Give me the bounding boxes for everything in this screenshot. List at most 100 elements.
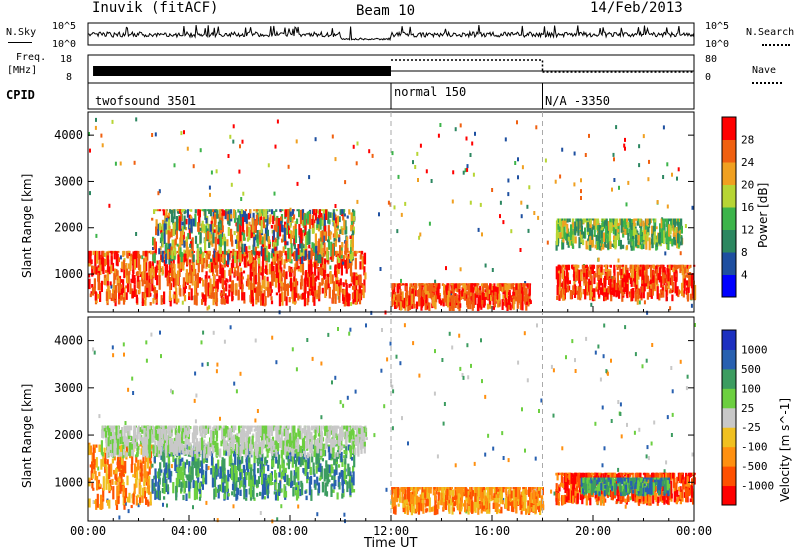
- power-region-0-cell: [215, 259, 218, 273]
- power-region-1-cell: [212, 232, 215, 244]
- velocity-region-1-cell: [343, 468, 346, 480]
- power-region-0-cell: [314, 290, 317, 297]
- power-region-1-cell: [346, 215, 349, 219]
- power-region-2-cell: [411, 302, 414, 309]
- power-region-1-cell: [203, 224, 206, 234]
- velocity-region-0-cell: [135, 478, 138, 488]
- power-region-3-cell: [646, 277, 650, 284]
- power-region-0-cell: [172, 294, 175, 299]
- power-region-2-cell: [480, 283, 483, 287]
- power-region-0-cell: [243, 292, 246, 301]
- velocity-region-0-cell: [93, 459, 96, 467]
- velocity-region-0-cell: [123, 496, 126, 504]
- power-region-1-cell: [270, 253, 273, 259]
- power-region-1-cell: [272, 236, 275, 247]
- power-region-0-cell: [207, 250, 211, 254]
- power-region-1-cell: [320, 241, 323, 252]
- power-region-3-cell: [683, 290, 686, 295]
- velocity-region-1-cell: [281, 457, 284, 469]
- power-region-4-cell: [593, 218, 596, 226]
- velocity-region-1-cell: [321, 481, 324, 493]
- power-region-3-cell: [663, 270, 666, 277]
- power-region-2-cell: [476, 292, 479, 298]
- power-region-0-cell: [267, 284, 270, 298]
- power-region-4-cell: [669, 225, 672, 235]
- power-region-4-cell: [629, 238, 632, 242]
- power-region-1-cell: [169, 209, 172, 214]
- velocity-scatter-cell: [122, 342, 125, 347]
- velocity-region-0-cell: [119, 444, 122, 454]
- velocity-region-1-cell: [211, 474, 214, 488]
- power-region-0-cell: [293, 300, 296, 305]
- power-region-3-cell: [615, 264, 618, 268]
- power-region-3-cell: [660, 289, 663, 298]
- velocity-region-1-cell: [184, 462, 187, 469]
- velocity-region-1-cell: [258, 476, 261, 484]
- velocity-scatter-cell: [610, 358, 612, 363]
- power-region-0-cell: [280, 277, 283, 289]
- power-scatter-cell: [613, 157, 615, 162]
- power-region-0-cell: [293, 267, 296, 277]
- power-region-3-cell: [618, 264, 621, 269]
- velocity-region-1-cell: [261, 492, 264, 500]
- velocity-region-2-cell: [150, 425, 153, 433]
- power-region-1-cell: [167, 230, 170, 244]
- power-region-1-cell: [250, 232, 253, 237]
- power-region-0-cell: [237, 265, 240, 277]
- power-scatter-cell: [430, 179, 433, 183]
- velocity-region-1-cell: [299, 488, 302, 497]
- power-region-3-cell: [639, 269, 642, 277]
- power-region-3-cell: [566, 277, 569, 284]
- power-scatter-cell: [135, 117, 138, 122]
- power-scatter-cell: [400, 278, 402, 283]
- power-region-1-cell: [302, 229, 305, 233]
- power-region-0-cell: [123, 287, 126, 303]
- power-scatter-cell: [230, 182, 233, 187]
- power-scatter-cell: [474, 131, 476, 136]
- power-region-3-cell: [634, 264, 637, 269]
- power-scatter-cell: [491, 268, 494, 272]
- power-region-4-cell: [636, 218, 639, 226]
- power-region-1-cell: [341, 228, 344, 235]
- velocity-region-1-cell: [263, 477, 266, 490]
- power-region-0-cell: [172, 262, 175, 267]
- power-region-2-cell: [472, 292, 475, 306]
- power-region-1-cell: [268, 244, 271, 249]
- power-scatter-cell: [648, 159, 650, 164]
- power-region-0-cell: [176, 270, 180, 285]
- power-region-3-cell: [590, 275, 593, 289]
- velocity-region-1-cell: [233, 482, 236, 497]
- power-region-4-cell: [661, 229, 664, 243]
- power-region-0-cell: [279, 259, 282, 270]
- power-region-2-cell: [411, 293, 414, 304]
- power-region-0-cell: [195, 293, 198, 306]
- power-region-0-cell: [349, 283, 353, 287]
- velocity-scatter-cell: [229, 325, 232, 330]
- power-scatter-cell: [240, 197, 243, 201]
- power-region-1-cell: [298, 209, 301, 218]
- power-region-4-cell: [562, 220, 565, 228]
- power-region-0-cell: [95, 266, 98, 275]
- power-region-0-cell: [319, 267, 322, 276]
- power-region-4-cell: [612, 227, 615, 235]
- velocity-region-0-cell: [135, 495, 138, 506]
- velocity-region-1-cell: [287, 459, 290, 470]
- power-region-0-cell: [225, 283, 228, 292]
- power-region-2-cell: [512, 299, 515, 310]
- power-region-0-cell: [326, 276, 329, 290]
- power-region-0-cell: [127, 272, 130, 284]
- power-region-1-cell: [292, 214, 296, 220]
- power-scatter-cell: [517, 157, 519, 162]
- velocity-region-1-cell: [342, 444, 345, 448]
- power-region-2-cell: [399, 288, 402, 302]
- power-region-1-cell: [185, 239, 188, 254]
- velocity-region-1-cell: [270, 474, 273, 482]
- velocity-region-1-cell: [263, 496, 266, 500]
- power-region-2-cell: [429, 292, 432, 299]
- power-region-3-cell: [596, 264, 599, 278]
- power-region-1-cell: [327, 225, 330, 237]
- power-region-2-cell: [489, 283, 492, 295]
- velocity-scatter-cell: [92, 500, 95, 504]
- power-region-0-cell: [99, 291, 102, 302]
- power-region-1-cell: [308, 250, 311, 260]
